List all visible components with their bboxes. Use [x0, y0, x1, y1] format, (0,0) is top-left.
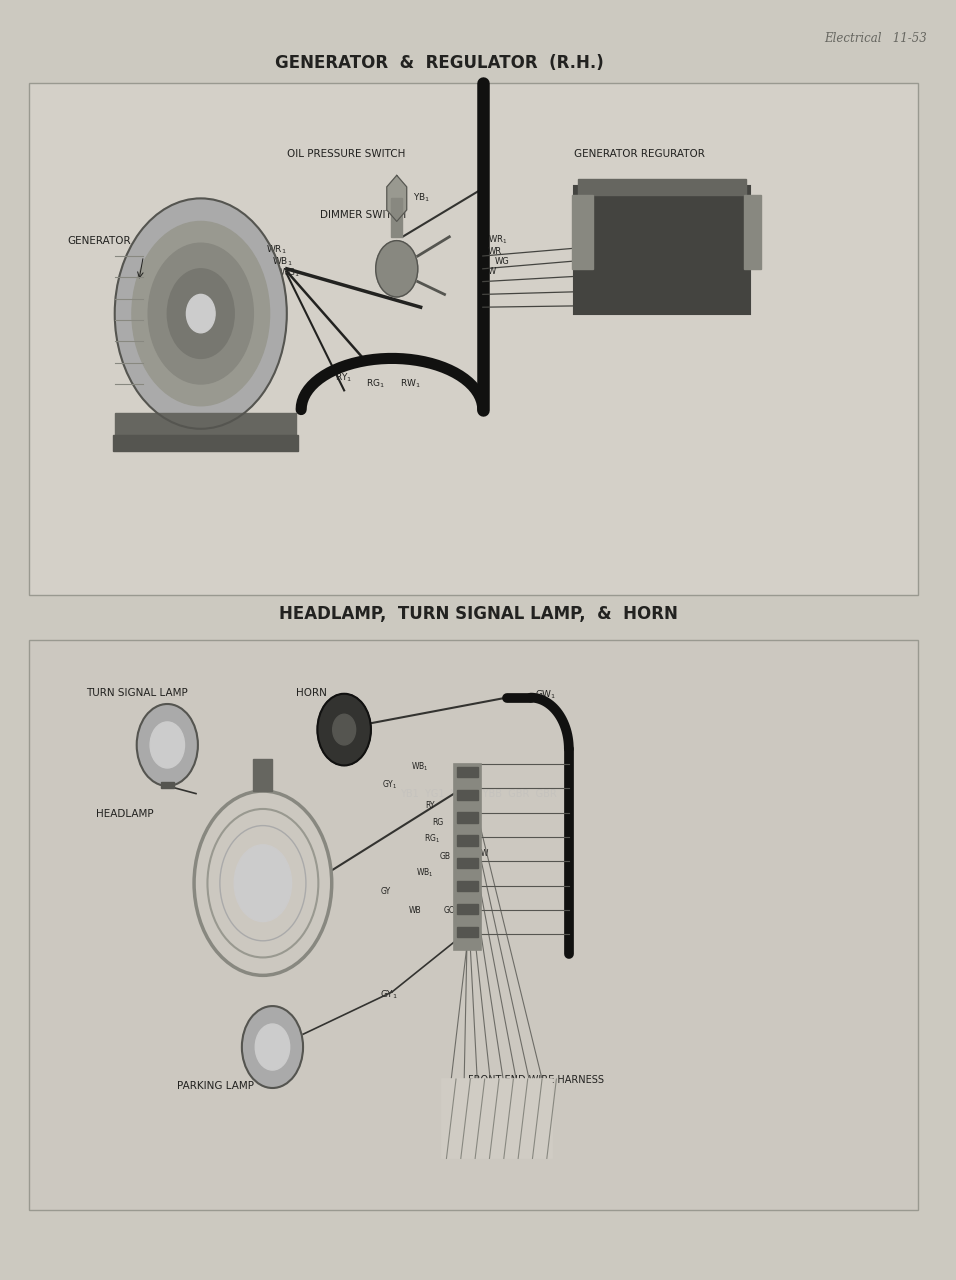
Circle shape [186, 294, 215, 333]
Text: GO: GO [444, 906, 455, 915]
Text: RW$_1$: RW$_1$ [400, 378, 421, 390]
Circle shape [137, 704, 198, 786]
Text: GY$_1$: GY$_1$ [380, 988, 399, 1001]
Bar [113, 435, 298, 451]
Bar [457, 813, 478, 823]
Text: GENERATOR REGURATOR: GENERATOR REGURATOR [574, 148, 705, 159]
Bar [578, 179, 746, 195]
Text: RY$_1$: RY$_1$ [335, 371, 352, 384]
Text: GENERATOR  &  REGULATOR  (R.H.): GENERATOR & REGULATOR (R.H.) [275, 54, 604, 72]
Bar [744, 195, 761, 269]
Text: RG$_1$: RG$_1$ [424, 832, 441, 845]
Text: RG$_1$: RG$_1$ [366, 378, 385, 390]
Text: W: W [575, 239, 581, 246]
Text: WR$_1$: WR$_1$ [266, 243, 287, 256]
Text: WR: WR [575, 218, 586, 224]
Bar [457, 836, 478, 846]
Bar [161, 782, 174, 788]
Bar [457, 904, 478, 914]
Circle shape [150, 722, 185, 768]
Bar [574, 186, 750, 314]
Text: GW: GW [476, 849, 489, 858]
Text: RY: RY [425, 801, 435, 810]
Bar [454, 764, 481, 950]
Text: WB: WB [409, 906, 422, 915]
Text: WR: WR [575, 191, 586, 197]
Circle shape [234, 845, 292, 922]
Circle shape [115, 198, 287, 429]
Text: F: F [592, 201, 598, 210]
Text: WG: WG [495, 257, 510, 266]
Text: OIL PRESSURE SWITCH: OIL PRESSURE SWITCH [287, 148, 405, 159]
Text: WG$_1$: WG$_1$ [279, 266, 300, 279]
Bar [457, 858, 478, 868]
Bar [391, 198, 402, 237]
Text: RG: RG [432, 818, 444, 827]
Bar [572, 195, 593, 269]
Text: TURN SIGNAL LAMP: TURN SIGNAL LAMP [86, 687, 187, 698]
Bar [457, 881, 478, 891]
Text: WR$_1$: WR$_1$ [488, 233, 507, 246]
Text: HORN: HORN [296, 687, 327, 698]
Circle shape [333, 714, 356, 745]
Text: GY: GY [380, 887, 391, 896]
Text: W: W [488, 268, 496, 276]
Text: PARKING LAMP: PARKING LAMP [177, 1080, 254, 1091]
Text: WR: WR [488, 247, 502, 256]
Circle shape [376, 241, 418, 297]
Text: WG: WG [583, 228, 596, 234]
Circle shape [317, 694, 371, 765]
Text: FRONT END WIRE HARNESS: FRONT END WIRE HARNESS [468, 1075, 604, 1085]
Text: WB$_1$: WB$_1$ [631, 275, 650, 288]
Circle shape [132, 221, 270, 406]
Bar [253, 759, 272, 791]
Circle shape [167, 269, 234, 358]
Bar [457, 767, 478, 777]
Bar [442, 1079, 552, 1158]
Circle shape [255, 1024, 290, 1070]
Text: Electrical   11-53: Electrical 11-53 [825, 32, 927, 45]
Text: WB$_1$: WB$_1$ [411, 760, 429, 773]
Text: HEADLAMP,  TURN SIGNAL LAMP,  &  HORN: HEADLAMP, TURN SIGNAL LAMP, & HORN [278, 605, 678, 623]
Text: GENERATOR: GENERATOR [67, 236, 131, 246]
Bar [29, 83, 918, 595]
Polygon shape [387, 175, 406, 221]
Text: WB$_1$: WB$_1$ [272, 255, 293, 268]
Circle shape [242, 1006, 303, 1088]
Text: YB1  YG1  YBR1  YBB  GBR  GBR: YB1 YG1 YBR1 YBB GBR GBR [400, 788, 556, 799]
Text: HEADLAMP: HEADLAMP [96, 809, 153, 819]
Text: WB$_1$: WB$_1$ [416, 867, 434, 879]
Bar [457, 927, 478, 937]
Text: YB$_1$: YB$_1$ [413, 191, 430, 204]
Text: B: B [609, 201, 616, 210]
Text: GB: GB [440, 852, 451, 861]
Text: GW$_1$: GW$_1$ [535, 689, 556, 701]
Bar [115, 413, 296, 442]
Bar [457, 790, 478, 800]
Text: GY$_1$: GY$_1$ [382, 778, 398, 791]
Text: A: A [575, 201, 581, 210]
Circle shape [148, 243, 253, 384]
Text: DIMMER SWITCH: DIMMER SWITCH [320, 210, 406, 220]
Bar [29, 640, 918, 1210]
